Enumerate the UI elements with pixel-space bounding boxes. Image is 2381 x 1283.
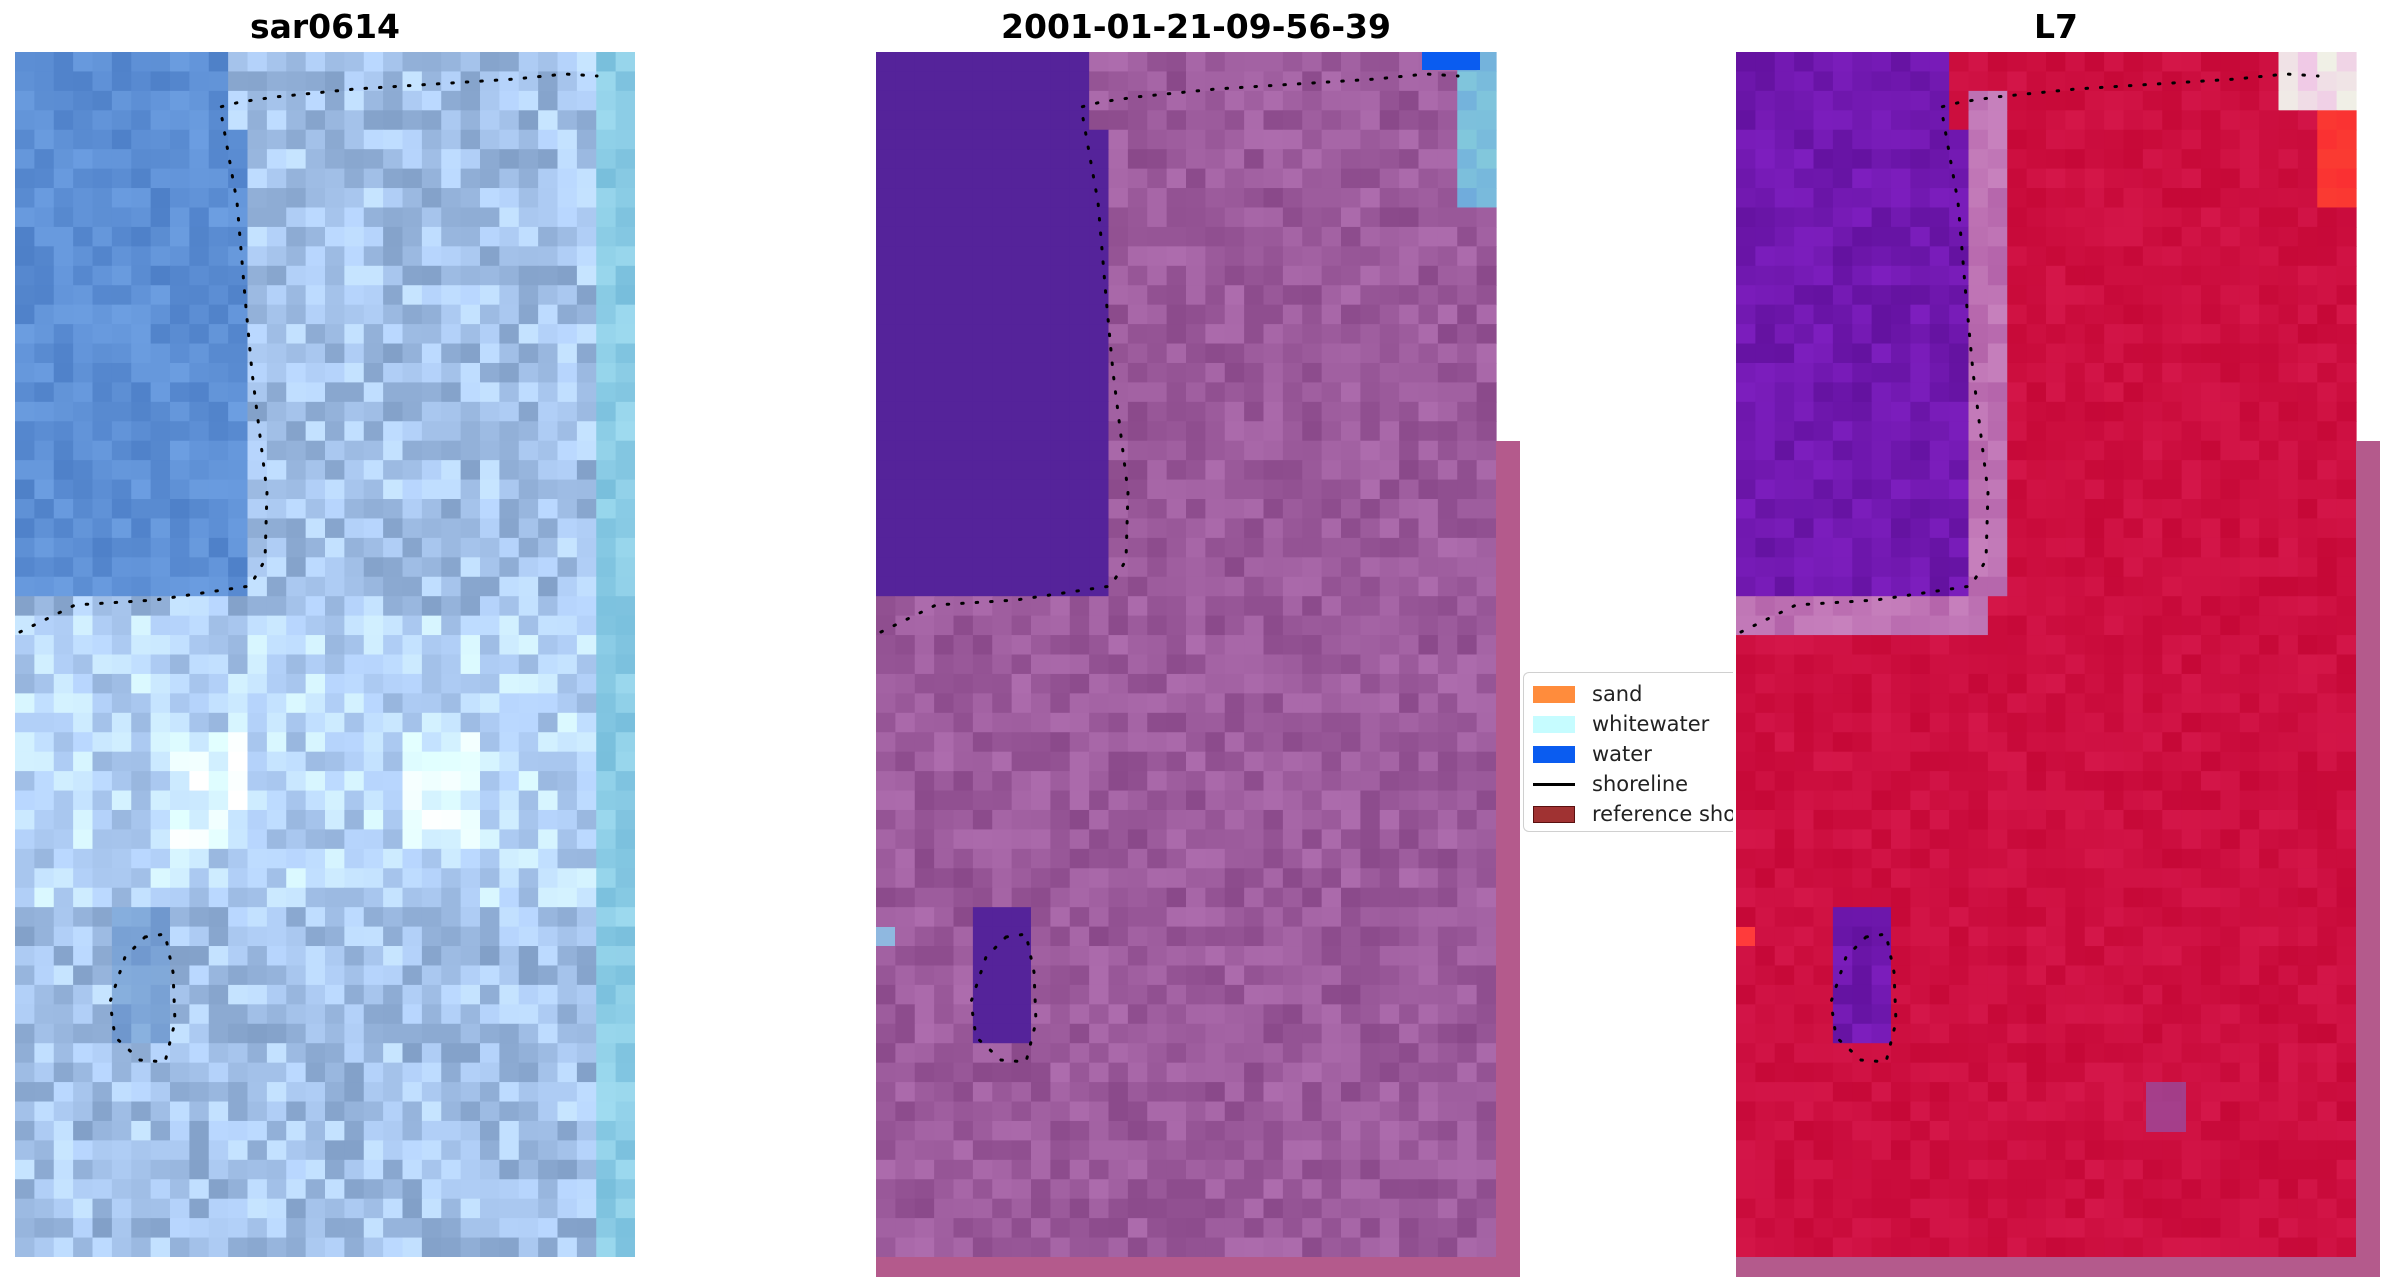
legend-item-sand: sand [1524,680,1733,708]
reference-strip-bottom [876,1257,1520,1277]
classified-image [876,52,1520,1277]
mndwi-image [1736,52,2380,1277]
legend-item-shoreline: shoreline [1524,770,1733,798]
legend-label-shoreline: shoreline [1592,772,1689,796]
water-patch [1422,52,1480,70]
panel-title-2: 2001-01-21-09-56-39 [1001,7,1391,46]
shoreline-path [1739,72,2320,634]
legend-item-reference-shoreline: reference shoreline [1524,800,1733,828]
legend-item-water: water [1524,740,1733,768]
classified-image-panel [876,52,1520,1277]
reference-strip-right [2356,441,2380,1277]
legend-swatch-whitewater [1533,715,1575,733]
legend-label-sand: sand [1592,682,1643,706]
legend-label-reference-shoreline: reference shoreline [1592,802,1733,826]
rgb-image-panel [15,52,635,1257]
legend: sand whitewater water shoreline referenc… [1523,672,1733,832]
legend-swatch-water [1533,745,1575,763]
legend-label-whitewater: whitewater [1592,712,1710,736]
legend-swatch-reference-shoreline [1533,805,1575,823]
shoreline-path [879,72,1460,634]
legend-line-shoreline [1533,782,1575,786]
panel-title-3: L7 [2034,7,2078,46]
edge-pixel [1736,927,1755,946]
legend-swatch-sand [1533,685,1575,703]
rgb-image [15,52,635,1257]
mndwi-image-panel [1736,52,2380,1277]
reference-strip-bottom [1736,1257,2380,1277]
shoreline-path [18,72,599,634]
legend-label-water: water [1592,742,1652,766]
legend-item-whitewater: whitewater [1524,710,1733,738]
purple-patch [2146,1082,2186,1132]
reference-strip-right [1496,441,1520,1277]
panel-title-1: sar0614 [249,7,401,46]
edge-pixel [876,927,895,946]
